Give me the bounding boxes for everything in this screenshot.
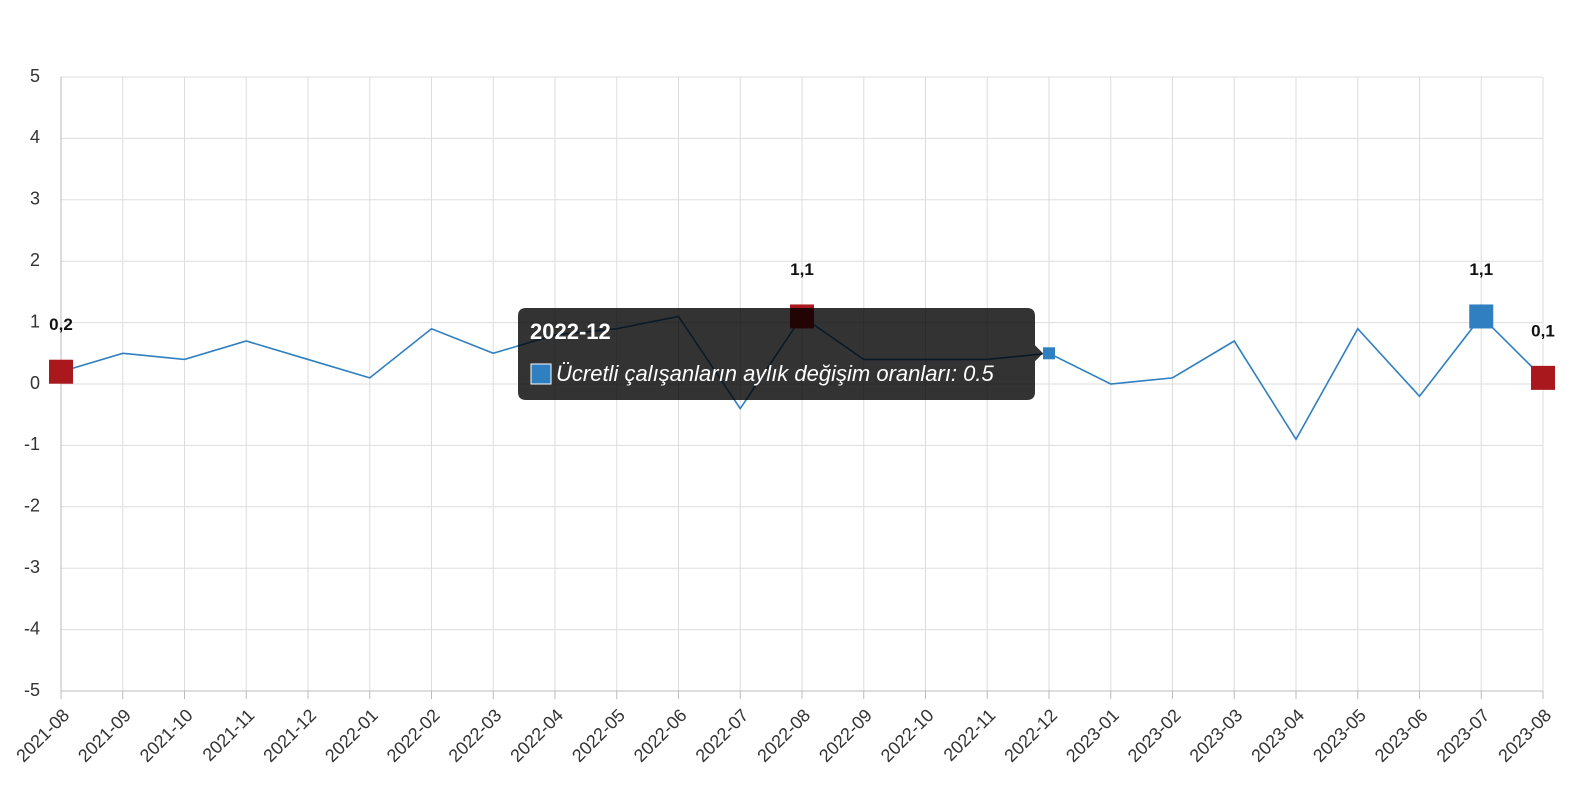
x-tick-label: 2022-03	[445, 705, 506, 766]
x-tick-label: 2021-11	[199, 705, 259, 765]
x-tick-label: 2022-01	[321, 705, 382, 766]
y-tick-label: -2	[24, 496, 40, 516]
x-tick-label: 2022-04	[506, 705, 567, 766]
tooltip: 2022-12 Ücretli çalışanların aylık değişi…	[518, 308, 1043, 400]
y-tick-label: 2	[30, 250, 40, 270]
x-tick-label: 2021-12	[259, 705, 320, 766]
x-tick-label: 2022-06	[630, 705, 691, 766]
x-tick-label: 2023-05	[1309, 705, 1370, 766]
y-tick-label: -4	[24, 618, 40, 638]
x-tick-label: 2022-02	[383, 705, 444, 766]
x-tick-label: 2023-01	[1062, 705, 1123, 766]
x-tick-label: 2021-09	[74, 705, 135, 766]
x-tick-label: 2023-02	[1124, 705, 1185, 766]
y-tick-label: 4	[30, 127, 40, 147]
x-tick-label: 2023-08	[1494, 705, 1555, 766]
y-tick-label: 3	[30, 189, 40, 209]
data-marker	[1469, 304, 1494, 329]
data-marker	[1531, 365, 1555, 390]
data-label: 0,1	[1531, 321, 1555, 340]
x-tick-label: 2022-11	[940, 705, 1000, 765]
y-tick-label: -5	[24, 680, 40, 700]
data-label: 1,1	[1469, 260, 1493, 279]
data-label: 1,1	[790, 260, 814, 279]
y-tick-label: -3	[24, 557, 40, 577]
x-tick-label: 2023-06	[1371, 705, 1432, 766]
x-tick-label: 2023-07	[1433, 705, 1494, 766]
x-tick-label: 2023-03	[1186, 705, 1247, 766]
x-tick-label: 2022-09	[815, 705, 876, 766]
tooltip-box	[518, 308, 1043, 400]
x-tick-label: 2022-10	[877, 705, 938, 766]
y-tick-label: 0	[30, 373, 40, 393]
y-tick-label: 1	[30, 311, 40, 331]
data-marker	[49, 359, 73, 384]
x-tick-label: 2021-10	[136, 705, 197, 766]
y-tick-label: 5	[30, 66, 40, 86]
x-tick-label: 2023-04	[1247, 705, 1308, 766]
data-label: 0,2	[49, 315, 73, 334]
x-tick-label: 2022-08	[753, 705, 814, 766]
hover-marker	[1043, 347, 1055, 360]
x-tick-label: 2022-05	[568, 705, 629, 766]
tooltip-title: 2022-12	[530, 319, 611, 344]
x-tick-label: 2021-08	[12, 705, 73, 766]
tooltip-label: Ücretli çalışanların aylık değişim oranl…	[556, 361, 994, 386]
x-tick-label: 2022-12	[1000, 705, 1061, 766]
tooltip-swatch	[530, 363, 552, 385]
x-tick-label: 2022-07	[692, 705, 753, 766]
y-tick-label: -1	[24, 434, 40, 454]
